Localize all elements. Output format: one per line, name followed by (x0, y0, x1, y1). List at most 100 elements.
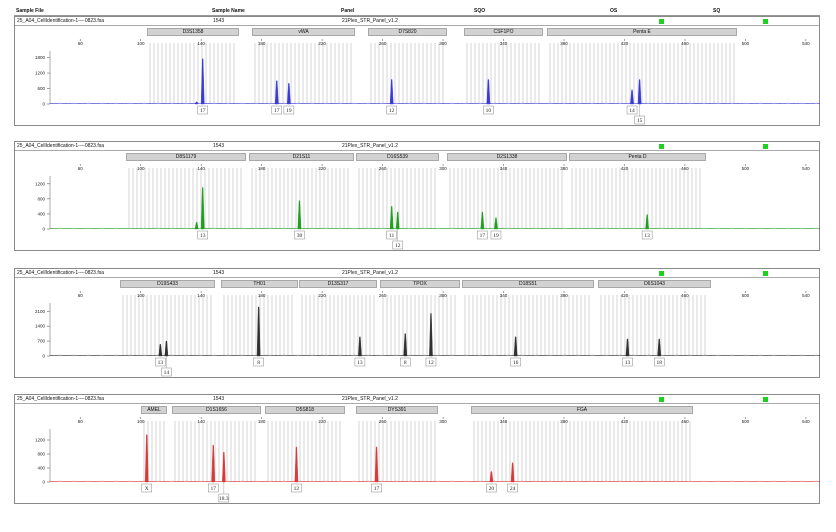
x-tick-label: 100 (137, 419, 145, 424)
allele-call-label: 12 (294, 486, 300, 492)
allele-bin-group (358, 421, 436, 482)
allele-peak (510, 462, 515, 483)
panel-divider (15, 277, 819, 278)
allele-peak (389, 79, 394, 105)
allele-peak (480, 211, 485, 230)
x-tick-label: 420 (621, 293, 629, 298)
y-tick-label: 600 (37, 86, 45, 91)
y-tick-label: 0 (42, 480, 45, 485)
marker-label[interactable]: D6S1043 (598, 280, 711, 288)
allele-call-label: 12 (428, 360, 434, 366)
marker-label[interactable]: TPOX (380, 280, 460, 288)
allele-peak (200, 187, 205, 230)
x-tick-label: 420 (621, 166, 629, 171)
allele-call-label: X (145, 486, 149, 492)
x-tick-label: 460 (681, 419, 689, 424)
y-tick-label: 1200 (35, 71, 46, 76)
allele-call-box (161, 367, 172, 377)
allele-call-box (483, 105, 494, 115)
allele-call-label: 18.3 (219, 496, 229, 502)
panel-sample-name: 1543 (213, 270, 225, 276)
allele-peak (395, 211, 400, 230)
header-sample-name: Sample Name (212, 8, 245, 14)
marker-label[interactable]: D1S1656 (172, 406, 261, 414)
baseline-trace (49, 227, 821, 229)
marker-label[interactable]: D5S818 (265, 406, 345, 414)
marker-label[interactable]: DYS391 (356, 406, 438, 414)
x-tick-label: 220 (318, 293, 326, 298)
marker-label[interactable]: D21S11 (249, 153, 354, 161)
panel-sample-name: 1543 (213, 18, 225, 24)
allele-peak (164, 340, 169, 357)
marker-label[interactable]: Penta E (547, 28, 737, 36)
allele-peak (389, 206, 394, 230)
allele-call-box (155, 357, 166, 367)
x-tick-label: 300 (439, 293, 447, 298)
allele-bin-group (370, 43, 444, 104)
marker-label[interactable]: FGA (471, 406, 693, 414)
allele-call-label: 17 (200, 108, 206, 114)
x-tick-label: 260 (379, 419, 387, 424)
x-tick-label: 300 (439, 41, 447, 46)
allele-call-label: 10 (486, 108, 492, 114)
x-tick-label: 380 (560, 293, 568, 298)
marker-label[interactable]: D8S1179 (126, 153, 246, 161)
x-tick-label: 300 (439, 166, 447, 171)
x-tick-label: 500 (742, 293, 750, 298)
panel-file-name: 25_A04_CellIdentification-1----0823.fsa (17, 18, 104, 24)
allele-peak (630, 89, 634, 105)
allele-call-box (622, 357, 633, 367)
marker-label[interactable]: TH01 (221, 280, 298, 288)
allele-call-box (271, 105, 283, 115)
panel-divider (15, 25, 819, 26)
allele-call-label: 8 (257, 360, 260, 366)
electropherogram-plot: 60 100 140 180 220 260 300 340 380 420 460 500 540 18… (15, 17, 821, 125)
allele-call-label: 17 (374, 486, 380, 492)
y-tick-label: 800 (37, 196, 45, 201)
electropherogram-panel: 25_A04_CellIdentification-1----0823.fsa 1… (14, 394, 821, 504)
allele-call-box (634, 115, 645, 125)
panel-panel-name: 21Plex_STR_Panel_v1.2 (342, 270, 398, 276)
allele-call-label: 17 (274, 108, 280, 114)
y-tick-label: 1800 (35, 55, 46, 60)
allele-call-box (641, 230, 653, 240)
allele-bin-group (600, 295, 706, 356)
panel-divider (15, 150, 819, 151)
x-tick-label: 460 (681, 41, 689, 46)
allele-call-label: 13 (200, 233, 206, 239)
allele-peak (274, 80, 279, 105)
x-tick-label: 100 (137, 41, 145, 46)
marker-label[interactable]: D19S433 (120, 280, 215, 288)
x-tick-label: 60 (78, 166, 84, 171)
x-tick-label: 220 (318, 419, 326, 424)
marker-label[interactable]: D3S1358 (147, 28, 239, 36)
baseline-trace (49, 480, 821, 482)
marker-label[interactable]: D13S317 (299, 280, 377, 288)
sq-indicator (763, 144, 768, 149)
header-sq: SQ (713, 8, 721, 14)
x-tick-label: 140 (197, 293, 205, 298)
allele-bin-group (122, 295, 212, 356)
y-tick-label: 0 (42, 227, 45, 232)
allele-call-box (354, 357, 366, 367)
marker-label[interactable]: CSF1PO (464, 28, 543, 36)
marker-label[interactable]: D18S51 (462, 280, 594, 288)
marker-label[interactable]: AMEL (141, 406, 167, 414)
marker-label[interactable]: D16S539 (356, 153, 439, 161)
marker-label[interactable]: D2S1338 (447, 153, 567, 161)
electropherogram-panel: 25_A04_CellIdentification-1----0823.fsa 1… (14, 268, 821, 378)
marker-label[interactable]: Penta D (569, 153, 706, 161)
y-tick-label: 1200 (35, 438, 46, 443)
allele-call-box (253, 357, 264, 367)
allele-bin-group (128, 168, 242, 229)
marker-label[interactable]: D7S820 (368, 28, 447, 36)
allele-peak (374, 446, 379, 483)
allele-call-box (218, 493, 230, 503)
marker-label[interactable]: vWA (252, 28, 355, 36)
plot-svg: 60 100 140 180 220 260 300 340 380 420 460 500 54018… (35, 39, 821, 125)
electropherogram-panel: 25_A04_CellIdentification-1----0823.fsa 1… (14, 16, 821, 126)
allele-bin-group (267, 421, 341, 482)
panel-panel-name: 21Plex_STR_Panel_v1.2 (342, 396, 398, 402)
x-tick-label: 60 (78, 419, 84, 424)
allele-call-box (208, 483, 219, 493)
